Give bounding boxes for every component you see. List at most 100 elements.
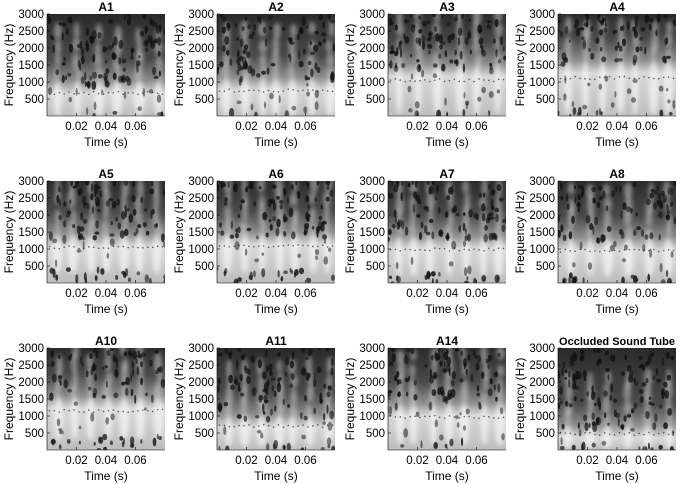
y-tick-label: 3000 <box>529 343 555 355</box>
y-tick-label: 2500 <box>188 26 214 38</box>
x-tick-label: 0.04 <box>95 121 118 133</box>
y-tick-label: 2500 <box>359 360 385 372</box>
panel-title: A7 <box>439 167 455 181</box>
panel-title: A5 <box>98 167 114 181</box>
y-tick-label: 2000 <box>18 210 44 222</box>
y-tick-label: 3000 <box>18 176 44 188</box>
spectrogram-panel: 500 1000 1500 2000 2500 3000 0.02 0.04 0.06 Time … <box>343 167 506 316</box>
x-tick-label: 0.02 <box>576 121 598 133</box>
y-tick-label: 2500 <box>359 26 385 38</box>
panel-title: A8 <box>609 167 625 181</box>
x-tick-label: 0.04 <box>95 455 118 467</box>
spectrogram-panel: 500 1000 1500 2000 2500 3000 0.02 0.04 0.06 Time … <box>2 167 165 316</box>
y-tick-label: 1500 <box>529 227 555 239</box>
panel-title: A11 <box>265 334 287 348</box>
y-tick-label: 1000 <box>529 411 555 423</box>
y-tick-label: 2000 <box>18 377 44 389</box>
x-tick-label: 0.04 <box>606 288 629 300</box>
y-tick-label: 2500 <box>529 193 555 205</box>
panel-title: Occluded Sound Tube <box>559 336 675 348</box>
y-tick-label: 2000 <box>359 377 385 389</box>
axes: 500 1000 1500 2000 2500 3000 0.02 0.04 0.06 <box>359 343 506 467</box>
panel-title: A3 <box>439 0 455 14</box>
y-tick-label: 3000 <box>359 9 385 21</box>
y-tick-label: 2000 <box>359 210 385 222</box>
spectrogram-panel: 500 1000 1500 2000 2500 3000 0.02 0.04 0.06 Time … <box>172 167 335 316</box>
y-axis-label: Frequency (Hz) <box>172 24 186 107</box>
y-tick-label: 1500 <box>188 60 214 72</box>
spectrogram-panel: 500 1000 1500 2000 2500 3000 0.02 0.04 0.06 Time … <box>172 334 335 483</box>
axes: 500 1000 1500 2000 2500 3000 0.02 0.04 0.06 <box>188 343 335 467</box>
x-tick-label: 0.02 <box>576 455 598 467</box>
axes: 500 1000 1500 2000 2500 3000 0.02 0.04 0.06 <box>188 9 335 133</box>
y-tick-label: 500 <box>25 94 44 106</box>
y-tick-label: 2000 <box>529 43 555 55</box>
y-tick-label: 3000 <box>529 176 555 188</box>
axes: 500 1000 1500 2000 2500 3000 0.02 0.04 0.06 <box>188 176 335 300</box>
y-tick-label: 3000 <box>188 176 214 188</box>
x-tick-label: 0.06 <box>294 288 316 300</box>
x-tick-label: 0.04 <box>606 455 629 467</box>
y-tick-label: 3000 <box>18 9 44 21</box>
y-tick-label: 2500 <box>18 193 44 205</box>
y-tick-label: 500 <box>536 261 555 273</box>
y-tick-label: 3000 <box>529 9 555 21</box>
x-tick-label: 0.06 <box>124 288 146 300</box>
spectrogram-image <box>558 14 676 116</box>
y-tick-label: 1000 <box>18 77 44 89</box>
x-axis-label: Time (s) <box>425 302 469 316</box>
x-axis-label: Time (s) <box>595 469 639 483</box>
y-tick-label: 500 <box>366 261 385 273</box>
spectrogram-image <box>388 181 506 283</box>
x-tick-label: 0.02 <box>235 121 257 133</box>
y-tick-label: 1500 <box>18 60 44 72</box>
spectrogram-image <box>47 348 165 450</box>
y-tick-label: 3000 <box>188 343 214 355</box>
spectrogram-panel: 500 1000 1500 2000 2500 3000 0.02 0.04 0.06 Time … <box>172 0 335 149</box>
x-tick-label: 0.02 <box>65 288 87 300</box>
x-tick-label: 0.06 <box>465 121 487 133</box>
y-axis-label: Frequency (Hz) <box>2 358 16 441</box>
y-tick-label: 1500 <box>529 60 555 72</box>
y-axis-label: Frequency (Hz) <box>172 358 186 441</box>
x-axis-label: Time (s) <box>595 302 639 316</box>
y-tick-label: 3000 <box>359 343 385 355</box>
y-tick-label: 1000 <box>188 77 214 89</box>
y-axis-label: Frequency (Hz) <box>343 191 357 274</box>
y-tick-label: 500 <box>536 428 555 440</box>
x-axis-label: Time (s) <box>254 135 298 149</box>
x-axis-label: Time (s) <box>84 135 128 149</box>
axes: 500 1000 1500 2000 2500 3000 0.02 0.04 0.06 <box>18 343 165 467</box>
y-tick-label: 500 <box>366 428 385 440</box>
axes: 500 1000 1500 2000 2500 3000 0.02 0.04 0.06 <box>359 9 506 133</box>
y-tick-label: 2000 <box>188 377 214 389</box>
y-tick-label: 1500 <box>359 60 385 72</box>
y-axis-label: Frequency (Hz) <box>513 191 527 274</box>
y-tick-label: 2000 <box>529 377 555 389</box>
x-tick-label: 0.06 <box>465 455 487 467</box>
y-tick-label: 1000 <box>359 244 385 256</box>
x-tick-label: 0.06 <box>635 288 657 300</box>
x-tick-label: 0.06 <box>294 455 316 467</box>
y-tick-label: 3000 <box>18 343 44 355</box>
x-tick-label: 0.04 <box>436 288 459 300</box>
y-axis-label: Frequency (Hz) <box>513 358 527 441</box>
x-tick-label: 0.06 <box>124 121 146 133</box>
y-tick-label: 500 <box>195 94 214 106</box>
x-tick-label: 0.02 <box>65 455 87 467</box>
x-axis-label: Time (s) <box>84 469 128 483</box>
y-tick-label: 1000 <box>359 77 385 89</box>
y-tick-label: 1000 <box>359 411 385 423</box>
y-tick-label: 2500 <box>529 360 555 372</box>
panel-title: A4 <box>609 0 625 14</box>
axes: 500 1000 1500 2000 2500 3000 0.02 0.04 0.06 <box>359 176 506 300</box>
y-axis-label: Frequency (Hz) <box>2 191 16 274</box>
x-axis-label: Time (s) <box>425 135 469 149</box>
x-axis-label: Time (s) <box>254 469 298 483</box>
spectrogram-image <box>388 348 506 450</box>
y-tick-label: 2500 <box>188 193 214 205</box>
y-tick-label: 2500 <box>18 360 44 372</box>
x-tick-label: 0.02 <box>406 455 428 467</box>
y-tick-label: 1500 <box>188 394 214 406</box>
